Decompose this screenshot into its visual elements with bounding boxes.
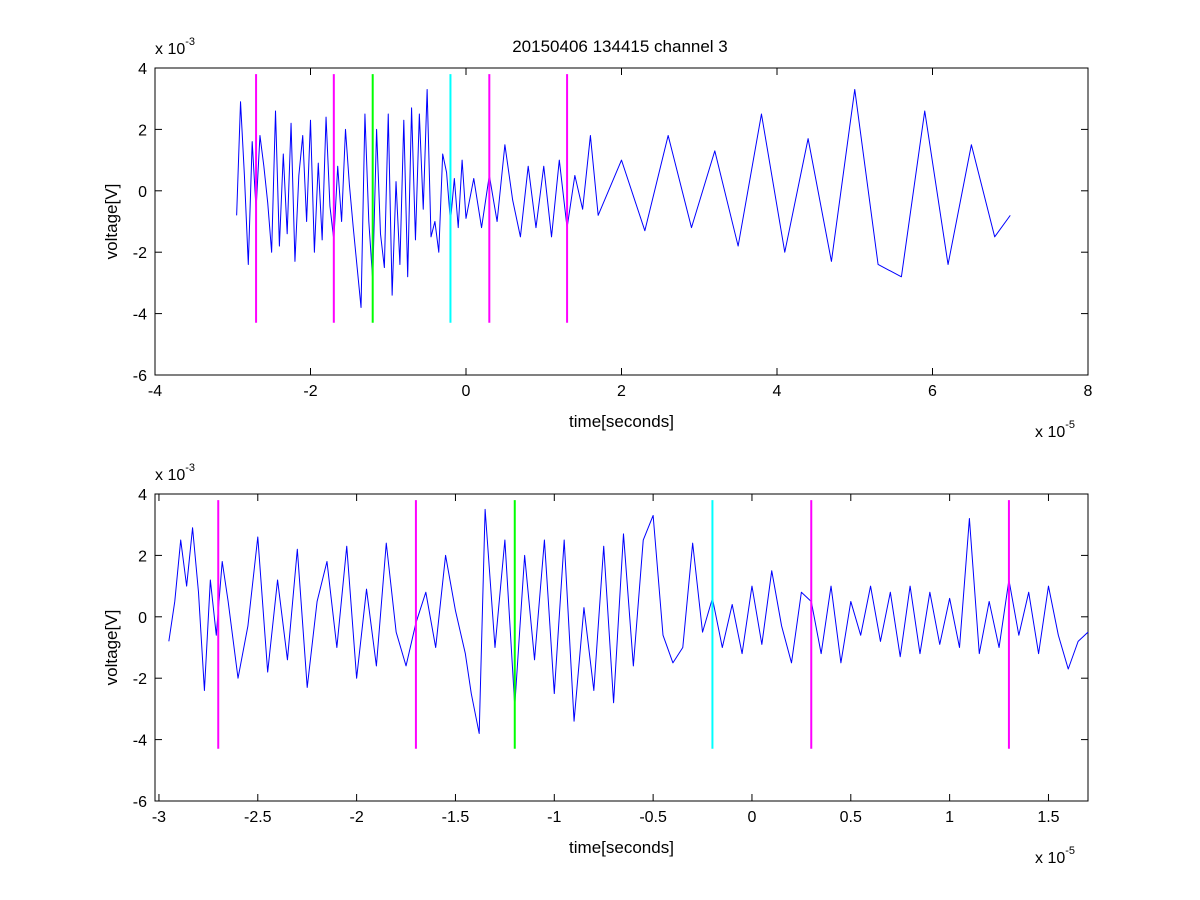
y-axis-label: voltage[V] (102, 184, 121, 260)
x-tick-label: -2 (350, 809, 364, 826)
x-tick-label: 0 (462, 383, 471, 400)
x-exponent-label: x 10-5 (1035, 419, 1075, 441)
y-tick-label: -4 (133, 733, 147, 750)
x-tick-label: 1 (945, 809, 954, 826)
figure-title: 20150406 134415 channel 3 (512, 37, 728, 56)
y-tick-label: -2 (133, 245, 147, 262)
x-axis-label: time[seconds] (569, 838, 674, 857)
y-exponent-label: x 10-3 (155, 462, 195, 484)
x-tick-label: 0 (748, 809, 757, 826)
y-exponent-label: x 10-3 (155, 36, 195, 58)
x-tick-label: 2 (617, 383, 626, 400)
x-exponent-base: x 10 (1035, 850, 1065, 867)
x-tick-label: 6 (928, 383, 937, 400)
x-tick-label: 4 (773, 383, 782, 400)
x-exponent-power: -5 (1065, 845, 1075, 857)
x-tick-label: 1.5 (1037, 809, 1059, 826)
y-tick-label: 2 (138, 122, 147, 139)
signal-trace (168, 508, 1089, 734)
y-tick-label: -4 (133, 307, 147, 324)
x-tick-label: -1.5 (442, 809, 470, 826)
y-tick-label: 4 (138, 61, 147, 78)
x-exponent-power: -5 (1065, 419, 1075, 431)
y-exponent-power: -3 (185, 36, 195, 48)
signal-trace (236, 88, 1011, 308)
y-tick-label: 4 (138, 487, 147, 504)
x-tick-label: -4 (148, 383, 162, 400)
x-axis-label: time[seconds] (569, 412, 674, 431)
chart-panels: -4 -2 0 2 4 6 8-6-4-2024time[seconds]voltage[V… (102, 36, 1093, 867)
y-exponent-power: -3 (185, 462, 195, 474)
x-tick-label: -2.5 (244, 809, 272, 826)
plot-area-frame (154, 493, 1089, 802)
x-exponent-label: x 10-5 (1035, 845, 1075, 867)
x-tick-label: -3 (152, 809, 166, 826)
y-exponent-base: x 10 (155, 41, 185, 58)
y-axis-label: voltage[V] (102, 610, 121, 686)
chart-panel-2: -3 -2.5 -2 -1.5 -1 -0.5 0 0.5 1 1.5 -6 -4 -2 0 2 4 time[… (102, 462, 1089, 867)
x-tick-label: 0.5 (840, 809, 862, 826)
x-exponent-base: x 10 (1035, 424, 1065, 441)
x-tick-label: -1 (547, 809, 561, 826)
x-tick-label: -0.5 (639, 809, 667, 826)
y-tick-label: -6 (133, 368, 147, 385)
x-tick-label: -2 (303, 383, 317, 400)
x-tick-label: 8 (1084, 383, 1093, 400)
y-exponent-base: x 10 (155, 467, 185, 484)
y-tick-label: -2 (133, 671, 147, 688)
y-tick-label: 0 (138, 610, 147, 627)
y-tick-label: 0 (138, 184, 147, 201)
y-tick-label: 2 (138, 548, 147, 565)
y-tick-label: -6 (133, 794, 147, 811)
chart-panel-1: -4 -2 0 2 4 6 8-6-4-2024time[seconds]voltage[V… (102, 36, 1093, 441)
